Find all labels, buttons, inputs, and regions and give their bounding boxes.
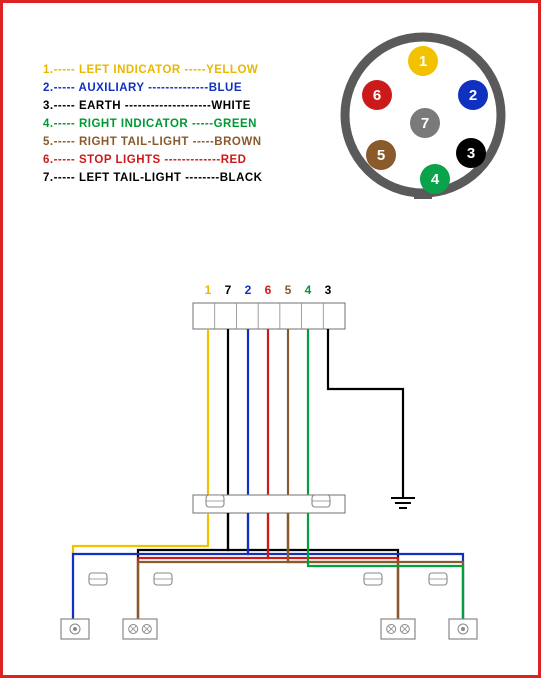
wire-earth xyxy=(328,329,403,498)
wire-split xyxy=(73,513,248,625)
wire-split xyxy=(138,513,228,625)
lamp-box xyxy=(123,619,157,639)
lamp-icon xyxy=(73,627,77,631)
wire-label: 3 xyxy=(325,283,332,297)
connector-pin-number: 4 xyxy=(431,171,440,188)
lamp-icon xyxy=(461,627,465,631)
connector-pin-number: 3 xyxy=(467,145,475,162)
wire-label: 6 xyxy=(265,283,272,297)
connector-pin-number: 5 xyxy=(377,147,385,164)
lamp-box xyxy=(381,619,415,639)
wire-split xyxy=(228,513,398,625)
connector-pin-number: 2 xyxy=(469,87,477,104)
connector-pin-number: 7 xyxy=(421,115,429,132)
wire-split xyxy=(288,513,398,625)
wire-split xyxy=(73,513,208,625)
wiring-svg: 12345671726543 xyxy=(3,3,541,681)
wire-label: 5 xyxy=(285,283,292,297)
wire-label: 1 xyxy=(205,283,212,297)
wire-label: 7 xyxy=(225,283,232,297)
wire-split xyxy=(248,513,463,625)
wire-split xyxy=(138,513,288,625)
connector-pin-number: 6 xyxy=(373,87,381,104)
diagram-frame: 1.----- LEFT INDICATOR -----YELLOW2.----… xyxy=(0,0,541,678)
wire-split xyxy=(288,513,463,625)
wire-label: 4 xyxy=(305,283,312,297)
connector-pin-number: 1 xyxy=(419,53,427,70)
wire-split xyxy=(308,513,463,625)
wire-label: 2 xyxy=(245,283,252,297)
plug-box-top xyxy=(193,303,345,329)
